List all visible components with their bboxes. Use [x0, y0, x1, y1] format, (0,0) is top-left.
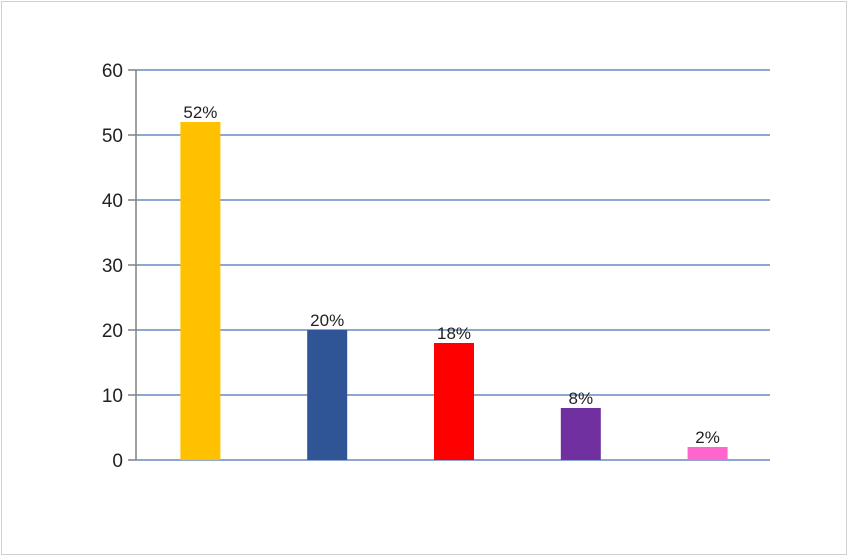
bar — [560, 408, 601, 460]
data-label: 8% — [569, 389, 594, 408]
y-tick-label: 20 — [102, 321, 123, 342]
bar — [307, 330, 348, 460]
bar — [687, 447, 728, 460]
y-tick-label: 30 — [102, 256, 123, 277]
data-label: 52% — [183, 103, 217, 122]
data-label: 20% — [310, 311, 344, 330]
y-tick-label: 40 — [102, 191, 123, 212]
y-tick-label: 60 — [102, 61, 123, 82]
bar — [434, 343, 474, 460]
y-tick-label: 10 — [102, 386, 123, 407]
y-tick-label: 50 — [102, 126, 123, 147]
bar — [180, 122, 221, 460]
y-tick-label: 0 — [112, 451, 123, 472]
data-label: 18% — [437, 324, 471, 343]
data-label: 2% — [695, 428, 720, 447]
